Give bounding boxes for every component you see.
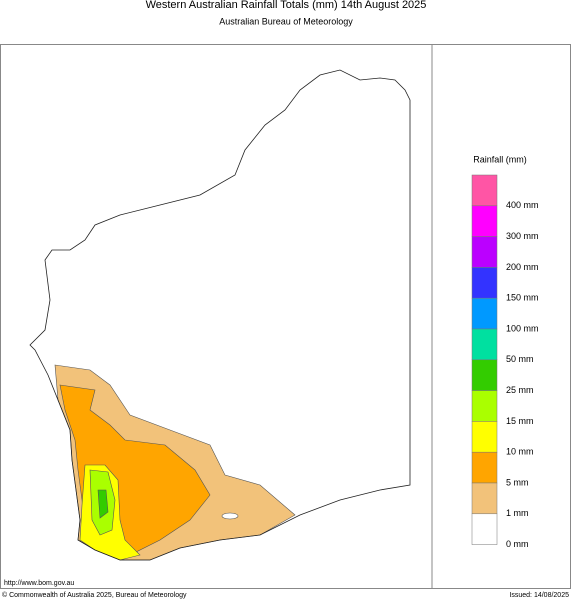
rain-25-50mm — [97, 489, 109, 519]
url: http://www.bom.gov.au — [4, 580, 74, 587]
legend-swatch — [471, 421, 498, 453]
legend-swatch — [471, 451, 498, 484]
legend-label: 200 mm — [506, 262, 539, 272]
legend-swatch — [471, 297, 498, 330]
dry-patch — [221, 512, 239, 520]
copyright: © Commonwealth of Australia 2025, Bureau… — [2, 591, 187, 599]
legend-swatch — [471, 359, 498, 391]
legend-label: 10 mm — [506, 447, 534, 457]
issued: Issued: 14/08/2025 — [509, 592, 569, 599]
legend-label: 100 mm — [506, 323, 539, 333]
wa-outline — [29, 69, 411, 561]
rain-areas — [54, 364, 296, 561]
legend-label: 300 mm — [506, 231, 539, 241]
legend-swatch — [471, 174, 498, 207]
legend-swatch — [471, 236, 498, 268]
legend-swatch — [471, 513, 498, 545]
legend-label: 0 mm — [506, 539, 529, 549]
legend-label: 400 mm — [506, 200, 539, 210]
legend-swatch — [471, 205, 498, 237]
legend-swatch — [471, 390, 498, 422]
legend-swatch — [471, 267, 498, 299]
legend-label: 150 mm — [506, 293, 539, 303]
legend: 400 mm 300 mm 200 mm 150 mm 100 mm 50 mm 25 mm… — [471, 174, 539, 549]
legend-title: Rainfall (mm) — [473, 154, 527, 164]
legend-label: 25 mm — [506, 385, 534, 395]
legend-label: 1 mm — [506, 508, 529, 518]
title: Western Australian Rainfall Totals (mm) … — [146, 0, 427, 11]
legend-label: 5 mm — [506, 477, 529, 487]
legend-label: 15 mm — [506, 416, 534, 426]
legend-swatch — [471, 328, 498, 361]
subtitle: Australian Bureau of Meteorology — [219, 16, 353, 26]
legend-label: 50 mm — [506, 354, 534, 364]
legend-swatch — [471, 482, 498, 515]
